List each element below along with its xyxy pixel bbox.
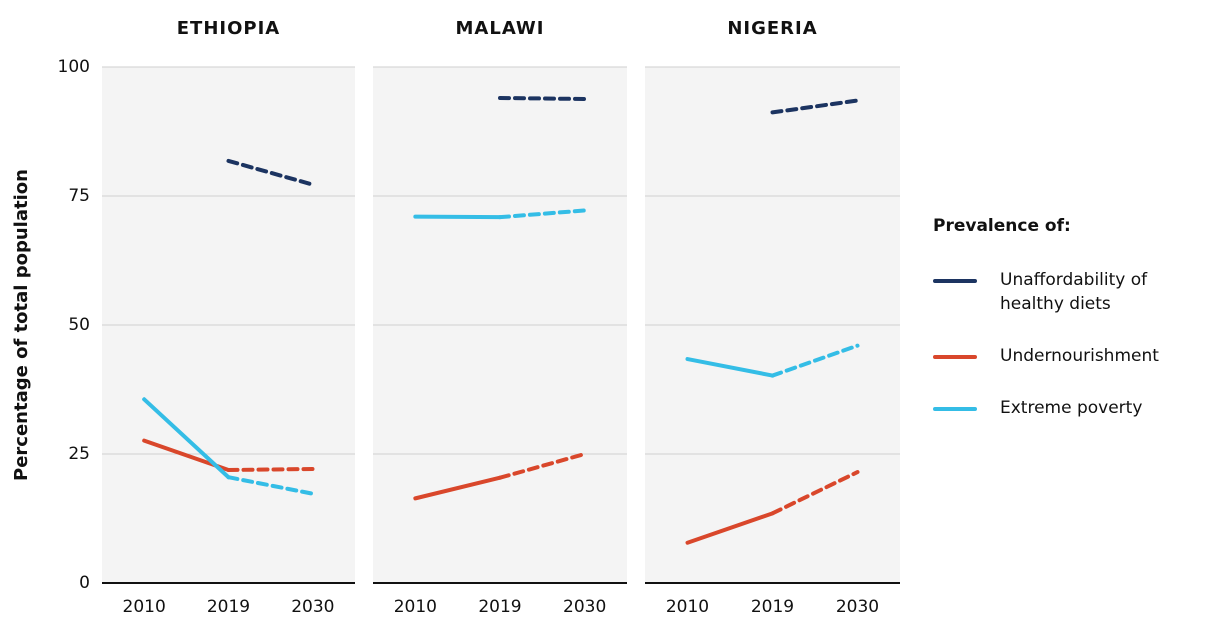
projected-line [226, 475, 315, 496]
y-tick-label: 100 [58, 57, 90, 77]
y-tick-label: 50 [68, 315, 90, 335]
legend-title: Prevalence of: [933, 216, 1071, 236]
projected-line [770, 343, 860, 378]
legend-label: Undernourishment [1000, 346, 1159, 366]
observed-line [142, 397, 231, 480]
x-tick-label: 2019 [751, 597, 794, 617]
observed-line [413, 475, 502, 501]
legend-label: Unaffordability of healthy diets [1000, 270, 1148, 314]
y-axis-label: Percentage of total population [11, 169, 32, 481]
x-tick-label: 2010 [394, 597, 437, 617]
panel-title: NIGERIA [727, 18, 817, 39]
panel-title: MALAWI [456, 18, 545, 39]
x-tick-label: 2019 [207, 597, 250, 617]
projected-line [226, 158, 315, 187]
y-tick-label: 0 [79, 573, 90, 593]
projected-line [770, 98, 860, 115]
projected-line [770, 470, 860, 516]
observed-line [413, 214, 502, 220]
observed-line [685, 357, 775, 378]
x-tick-label: 2019 [478, 597, 521, 617]
x-tick-label: 2030 [563, 597, 606, 617]
y-tick-label: 25 [68, 444, 90, 464]
projected-line [498, 95, 587, 101]
x-tick-label: 2010 [666, 597, 709, 617]
projected-line [498, 452, 587, 480]
projected-line [226, 466, 315, 472]
x-tick-label: 2030 [291, 597, 334, 617]
panel-title: ETHIOPIA [177, 18, 280, 39]
y-tick-label: 75 [68, 186, 90, 206]
x-tick-label: 2030 [836, 597, 879, 617]
x-tick-label: 2010 [123, 597, 166, 617]
legend-label: Extreme poverty [1000, 398, 1143, 418]
projected-line [498, 208, 587, 220]
observed-line [685, 511, 775, 545]
